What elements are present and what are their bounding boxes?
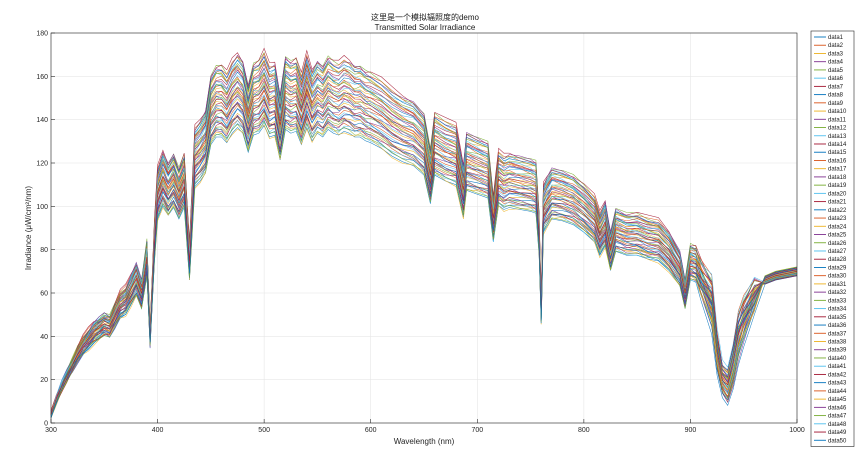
legend-label: data49: [828, 430, 847, 436]
x-tick-label: 400: [152, 427, 164, 434]
legend-items: data1 data2 data3 data4 data5 data6 data7 data8…: [814, 35, 847, 444]
legend-label: data13: [828, 134, 847, 140]
legend-label: data1: [828, 35, 844, 41]
legend-label: data23: [828, 216, 847, 222]
x-tick-label: 800: [578, 427, 590, 434]
legend-label: data31: [828, 282, 847, 288]
legend-label: data14: [828, 142, 847, 148]
x-tick-label: 1000: [789, 427, 805, 434]
legend-label: data5: [828, 68, 844, 74]
legend-label: data35: [828, 315, 847, 321]
legend-label: data48: [828, 422, 847, 428]
legend-box: [810, 30, 855, 447]
y-tick-label: 20: [40, 377, 48, 384]
series-line: [50, 93, 798, 413]
series-line: [50, 52, 798, 415]
y-tick-label: 60: [40, 291, 48, 298]
legend-label: data36: [828, 323, 847, 329]
x-tick-label: 300: [45, 427, 57, 434]
legend-label: data11: [828, 117, 847, 123]
series-line: [50, 105, 798, 419]
y-axis-label: Irradiance (μW/cm²/nm): [24, 186, 33, 271]
legend-label: data37: [828, 331, 847, 337]
legend-label: data43: [828, 381, 847, 387]
legend-label: data15: [828, 150, 847, 156]
legend-label: data12: [828, 126, 847, 132]
legend-label: data46: [828, 405, 847, 411]
legend-label: data34: [828, 307, 847, 313]
y-tick-label: 120: [36, 161, 48, 168]
legend-label: data44: [828, 389, 847, 395]
x-tick-label: 600: [365, 427, 377, 434]
series-line: [50, 59, 798, 416]
legend-label: data50: [828, 438, 847, 444]
legend-label: data4: [828, 60, 844, 66]
series-lines: [50, 47, 798, 419]
plot-frame: [50, 32, 798, 424]
axis-ticks: 300 400 500 600 700 800 900 1000 0 20 40 60 80 100 120…: [36, 31, 805, 435]
legend-label: data21: [828, 200, 847, 206]
y-tick-label: 100: [36, 204, 48, 211]
legend-label: data6: [828, 76, 844, 82]
series-line: [50, 47, 798, 411]
legend-label: data47: [828, 414, 847, 420]
legend-label: data8: [828, 93, 844, 99]
x-axis-label: Wavelength (nm): [394, 437, 455, 446]
legend-label: data3: [828, 51, 844, 57]
legend-label: data42: [828, 372, 847, 378]
series-line: [50, 85, 798, 415]
grid: [50, 32, 798, 424]
legend-label: data19: [828, 183, 847, 189]
chart-title: 这里是一个模拟辐照度的demo: [371, 12, 480, 22]
legend-label: data33: [828, 298, 847, 304]
series-line: [50, 54, 798, 415]
y-tick-label: 140: [36, 117, 48, 124]
legend-label: data16: [828, 158, 847, 164]
y-tick-label: 0: [44, 421, 48, 428]
series-line: [50, 71, 798, 415]
legend-label: data24: [828, 224, 847, 230]
x-tick-label: 500: [258, 427, 270, 434]
legend-label: data25: [828, 233, 847, 239]
legend-label: data9: [828, 101, 844, 107]
chart-subtitle: Transmitted Solar Irradiance: [375, 23, 476, 32]
x-tick-label: 900: [685, 427, 697, 434]
x-tick-label: 700: [471, 427, 483, 434]
legend-label: data28: [828, 257, 847, 263]
legend-label: data32: [828, 290, 847, 296]
legend-label: data38: [828, 340, 847, 346]
legend-label: data22: [828, 208, 847, 214]
legend-label: data18: [828, 175, 847, 181]
legend-label: data17: [828, 167, 847, 173]
legend-label: data41: [828, 364, 847, 370]
legend-label: data40: [828, 356, 847, 362]
legend-label: data10: [828, 109, 847, 115]
legend-label: data30: [828, 274, 847, 280]
legend-label: data39: [828, 348, 847, 354]
series-line: [50, 52, 798, 411]
legend-label: data27: [828, 249, 847, 255]
legend-label: data29: [828, 265, 847, 271]
legend-label: data45: [828, 397, 847, 403]
y-tick-label: 180: [36, 31, 48, 38]
y-tick-label: 40: [40, 334, 48, 341]
legend-label: data20: [828, 191, 847, 197]
legend[interactable]: data1 data2 data3 data4 data5 data6 data7 data8…: [810, 30, 855, 447]
legend-label: data2: [828, 43, 844, 49]
legend-label: data7: [828, 84, 844, 90]
y-tick-label: 80: [40, 247, 48, 254]
series-line: [50, 56, 798, 414]
y-tick-label: 160: [36, 74, 48, 81]
legend-label: data26: [828, 241, 847, 247]
